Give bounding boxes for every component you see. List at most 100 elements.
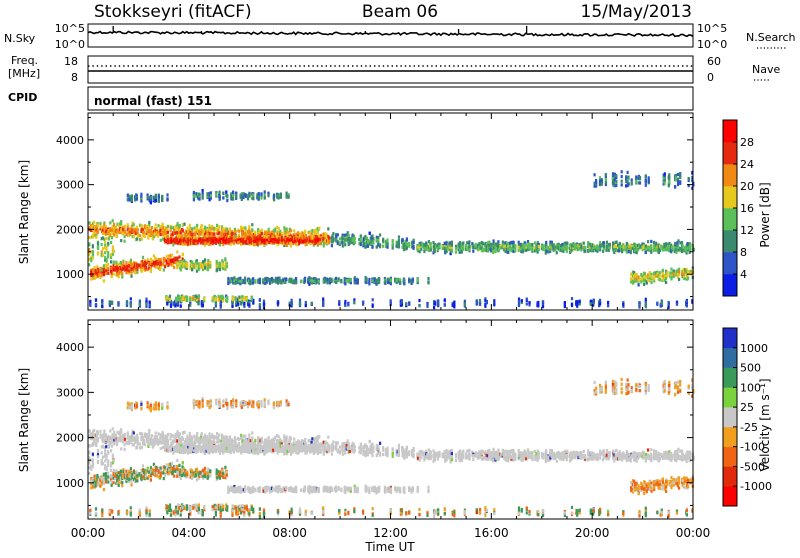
power-cell bbox=[108, 237, 110, 240]
power-cell bbox=[254, 280, 256, 283]
power-cell bbox=[584, 246, 586, 249]
power-cell bbox=[319, 241, 321, 244]
power-cell bbox=[94, 266, 96, 269]
power-cell bbox=[498, 248, 500, 251]
nsky-trace bbox=[88, 32, 693, 37]
power-cell bbox=[158, 196, 160, 199]
power-cell bbox=[286, 192, 288, 195]
power-cell bbox=[339, 237, 341, 240]
power-cell bbox=[482, 242, 484, 245]
power-cell bbox=[382, 238, 384, 241]
power-cell bbox=[399, 278, 401, 281]
power-cell bbox=[615, 184, 617, 187]
power-cell bbox=[130, 275, 132, 278]
power-cell bbox=[606, 241, 608, 244]
power-cell bbox=[513, 241, 515, 244]
power-cell bbox=[650, 240, 652, 243]
power-cell bbox=[372, 240, 374, 243]
power-cell bbox=[149, 304, 151, 307]
power-cell bbox=[176, 257, 178, 260]
power-cell bbox=[103, 279, 105, 282]
power-cell bbox=[222, 196, 224, 199]
power-cell bbox=[141, 269, 143, 272]
power-cell bbox=[150, 196, 152, 199]
freq-label-line1: Freq. bbox=[11, 54, 38, 67]
power-cell bbox=[421, 245, 423, 248]
power-cell bbox=[650, 247, 652, 250]
power-cell bbox=[682, 245, 684, 248]
power-cell bbox=[287, 195, 289, 198]
power-cell bbox=[583, 242, 585, 245]
power-cell bbox=[438, 245, 440, 248]
power-cell bbox=[688, 177, 690, 180]
power-cell bbox=[430, 249, 432, 252]
power-cell bbox=[451, 241, 453, 244]
power-cell bbox=[148, 221, 150, 224]
power-cell bbox=[673, 272, 675, 275]
power-cell bbox=[171, 254, 173, 257]
power-cell bbox=[444, 242, 446, 245]
power-cell bbox=[107, 272, 109, 275]
power-cell bbox=[235, 230, 237, 233]
power-cell bbox=[275, 280, 277, 283]
power-cell bbox=[137, 234, 139, 237]
power-cell bbox=[635, 180, 637, 183]
power-cell bbox=[224, 257, 226, 260]
power-cell bbox=[528, 246, 530, 249]
power-cell bbox=[186, 265, 188, 268]
power-cell bbox=[285, 277, 287, 280]
power-cell bbox=[222, 267, 224, 270]
power-cell bbox=[615, 174, 617, 177]
power-cell bbox=[648, 180, 650, 183]
power-cell bbox=[260, 197, 262, 200]
power-cell bbox=[451, 250, 453, 253]
power-cell bbox=[89, 236, 91, 239]
power-cell bbox=[566, 246, 568, 249]
power-cell bbox=[291, 302, 293, 305]
power-cell bbox=[304, 230, 306, 233]
power-cell bbox=[538, 248, 540, 251]
power-cell bbox=[196, 224, 198, 227]
power-cell bbox=[140, 195, 142, 198]
power-cell bbox=[166, 193, 168, 196]
power-cell bbox=[170, 237, 172, 240]
power-cell bbox=[311, 236, 313, 239]
power-cell bbox=[612, 172, 614, 175]
power-cell bbox=[679, 182, 681, 185]
power-cell bbox=[663, 248, 665, 251]
power-cell bbox=[648, 176, 650, 179]
power-cell bbox=[105, 237, 107, 240]
power-cell bbox=[340, 279, 342, 282]
power-cell bbox=[130, 303, 132, 306]
cpid-panel: CPID normal (fast) 151 bbox=[8, 87, 693, 110]
power-cell bbox=[462, 241, 464, 244]
power-cell bbox=[277, 302, 279, 305]
power-cell bbox=[348, 234, 350, 237]
power-cell bbox=[645, 179, 647, 182]
power-cell bbox=[133, 223, 135, 226]
power-cell bbox=[97, 224, 99, 227]
power-cell bbox=[662, 272, 664, 275]
power-cell bbox=[647, 240, 649, 243]
power-cell bbox=[278, 227, 280, 230]
power-cell bbox=[677, 173, 679, 176]
power-cell bbox=[156, 260, 158, 263]
power-cell bbox=[659, 274, 661, 277]
power-cell bbox=[638, 283, 640, 286]
power-cell bbox=[136, 237, 138, 240]
power-cell bbox=[653, 272, 655, 275]
power-cell bbox=[468, 240, 470, 243]
power-cell bbox=[204, 258, 206, 261]
power-cell bbox=[687, 277, 689, 280]
power-cell bbox=[226, 265, 228, 268]
power-cell bbox=[290, 278, 292, 281]
power-cell bbox=[247, 197, 249, 200]
power-cell bbox=[290, 242, 292, 245]
power-cell bbox=[160, 258, 162, 261]
power-cell bbox=[599, 248, 601, 251]
power-cell bbox=[157, 234, 159, 237]
power-cell bbox=[167, 241, 169, 244]
power-cell bbox=[231, 305, 233, 308]
power-cell bbox=[390, 279, 392, 282]
